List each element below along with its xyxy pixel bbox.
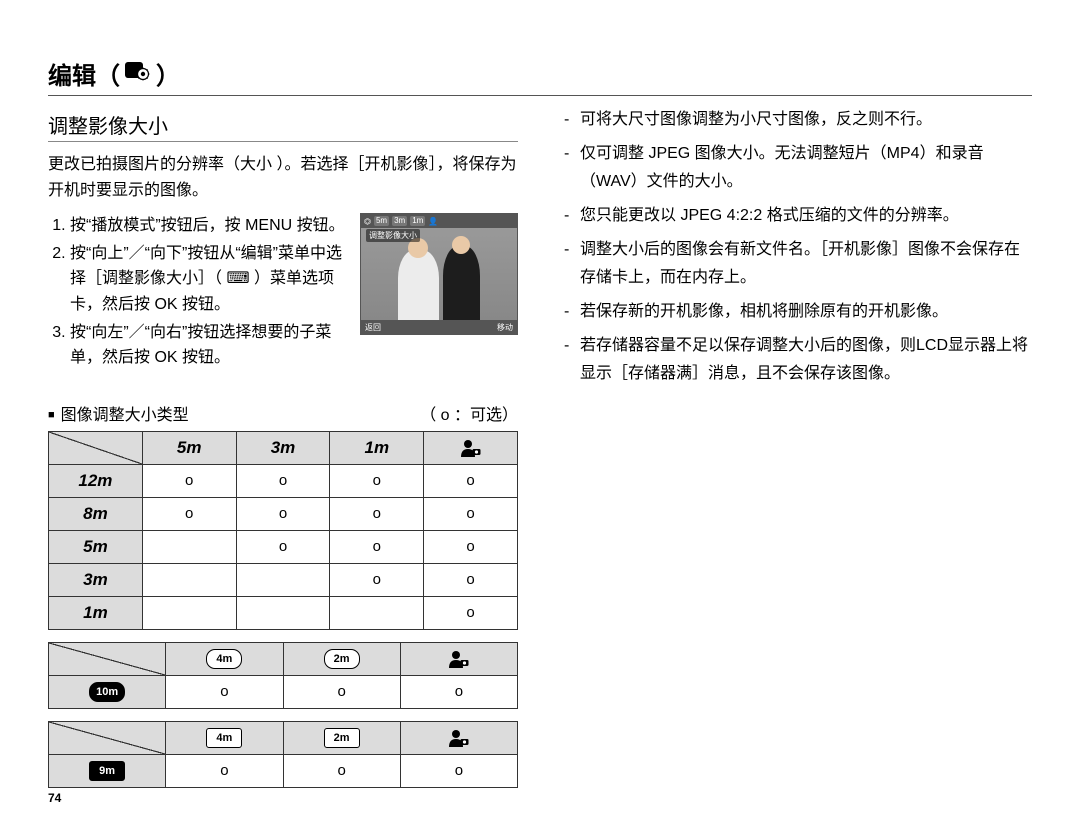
note-2: 仅可调整 JPEG 图像大小。无法调整短片（MP4）和录音（WAV）文件的大小。 <box>562 140 1032 196</box>
cell: o <box>166 675 283 708</box>
cell: o <box>424 596 518 629</box>
cell <box>142 596 236 629</box>
cell: o <box>236 497 330 530</box>
col-human-icon <box>400 642 517 675</box>
cell: o <box>236 530 330 563</box>
notes-list: 可将大尺寸图像调整为小尺寸图像，反之则不行。 仅可调整 JPEG 图像大小。无法… <box>562 106 1032 388</box>
cell: o <box>330 497 424 530</box>
cell: o <box>166 754 283 787</box>
cell: o <box>330 563 424 596</box>
col-human-icon <box>424 431 518 464</box>
cell: o <box>142 464 236 497</box>
section-heading: 调整影像大小 <box>48 110 518 139</box>
cell: o <box>142 497 236 530</box>
cell <box>142 563 236 596</box>
title-suffix: ） <box>156 56 180 91</box>
step-1: 按“播放模式”按钮后，按 MENU 按钮。 <box>70 213 346 239</box>
screenshot-top-bar: ⏣ 5m 3m 1m 👤 <box>361 214 517 228</box>
screenshot-bottom-bar: 返回 移动 <box>361 320 517 334</box>
note-6: 若存储器容量不足以保存调整大小后的图像，则LCD显示器上将显示［存储器满］消息，… <box>562 332 1032 388</box>
cell: o <box>424 464 518 497</box>
step-3: 按“向左”／“向右”按钮选择想要的子菜单，然后按 OK 按钮。 <box>70 320 346 371</box>
cell <box>236 596 330 629</box>
cell: o <box>236 464 330 497</box>
row-8m: 8m <box>49 497 143 530</box>
diag-cell <box>49 642 166 675</box>
cell <box>236 563 330 596</box>
screenshot-bell-icon: ⏣ <box>364 217 371 226</box>
title-rule <box>48 95 1032 96</box>
col-2m-pill: 2m <box>283 642 400 675</box>
chip-5m: 5m <box>374 216 389 226</box>
diag-cell <box>49 721 166 754</box>
person-camera-icon <box>460 439 482 456</box>
chip-3m: 3m <box>392 216 407 226</box>
section-rule <box>48 141 518 142</box>
table-caption-right: （ o ：可选） <box>420 401 518 425</box>
page-title: 编辑（ ） <box>48 56 1032 91</box>
resize-table-1: 5m 3m 1m 12m o o o o 8m o o o o 5m o o <box>48 431 518 630</box>
right-column: 可将大尺寸图像调整为小尺寸图像，反之则不行。 仅可调整 JPEG 图像大小。无法… <box>562 106 1032 788</box>
col-2m-box: 2m <box>283 721 400 754</box>
diag-cell <box>49 431 143 464</box>
cell: o <box>330 530 424 563</box>
screenshot-back-label: 返回 <box>365 322 381 333</box>
step-2: 按“向上”／“向下”按钮从“编辑”菜单中选择［调整影像大小］（ ⌨ ）菜单选项卡… <box>70 241 346 318</box>
chip-1m: 1m <box>410 216 425 226</box>
resize-table-3: 4m 2m 9m o o o <box>48 721 518 788</box>
col-human-icon <box>400 721 517 754</box>
steps-list: 按“播放模式”按钮后，按 MENU 按钮。 按“向上”／“向下”按钮从“编辑”菜… <box>48 213 346 373</box>
col-4m-box: 4m <box>166 721 283 754</box>
person-camera-icon <box>448 729 470 746</box>
note-3: 您只能更改以 JPEG 4:2:2 格式压缩的文件的分辨率。 <box>562 202 1032 230</box>
intro-text: 更改已拍摄图片的分辨率（大小 ）。若选择［开机影像］，将保存为开机时要显示的图像… <box>48 152 518 203</box>
col-3m: 3m <box>236 431 330 464</box>
cell: o <box>424 497 518 530</box>
chip-person-icon: 👤 <box>428 217 438 226</box>
note-5: 若保存新的开机影像，相机将删除原有的开机影像。 <box>562 298 1032 326</box>
table-caption-left: ■图像调整大小类型 <box>48 401 189 425</box>
person-camera-icon <box>448 650 470 667</box>
cell: o <box>283 754 400 787</box>
row-1m: 1m <box>49 596 143 629</box>
cell: o <box>283 675 400 708</box>
col-5m: 5m <box>142 431 236 464</box>
cell <box>142 530 236 563</box>
note-1: 可将大尺寸图像调整为小尺寸图像，反之则不行。 <box>562 106 1032 134</box>
resize-table-2: 4m 2m 10m o o o <box>48 642 518 709</box>
screenshot-move-label: 移动 <box>497 322 513 333</box>
left-column: 调整影像大小 更改已拍摄图片的分辨率（大小 ）。若选择［开机影像］，将保存为开机… <box>48 106 518 788</box>
row-10m-pill: 10m <box>49 675 166 708</box>
edit-gear-icon <box>124 59 150 88</box>
row-5m: 5m <box>49 530 143 563</box>
screenshot-label: 调整影像大小 <box>366 229 420 242</box>
row-3m: 3m <box>49 563 143 596</box>
row-12m: 12m <box>49 464 143 497</box>
page-number: 74 <box>48 791 61 805</box>
col-1m: 1m <box>330 431 424 464</box>
note-4: 调整大小后的图像会有新文件名。［开机影像］图像不会保存在存储卡上，而在内存上。 <box>562 236 1032 292</box>
camera-screenshot: ⏣ 5m 3m 1m 👤 调整影像大小 返回 移动 <box>360 213 518 335</box>
cell: o <box>330 464 424 497</box>
cell: o <box>424 530 518 563</box>
cell: o <box>400 675 517 708</box>
col-4m-pill: 4m <box>166 642 283 675</box>
cell: o <box>424 563 518 596</box>
title-prefix: 编辑（ <box>48 56 120 91</box>
row-9m-box: 9m <box>49 754 166 787</box>
cell: o <box>400 754 517 787</box>
cell <box>330 596 424 629</box>
